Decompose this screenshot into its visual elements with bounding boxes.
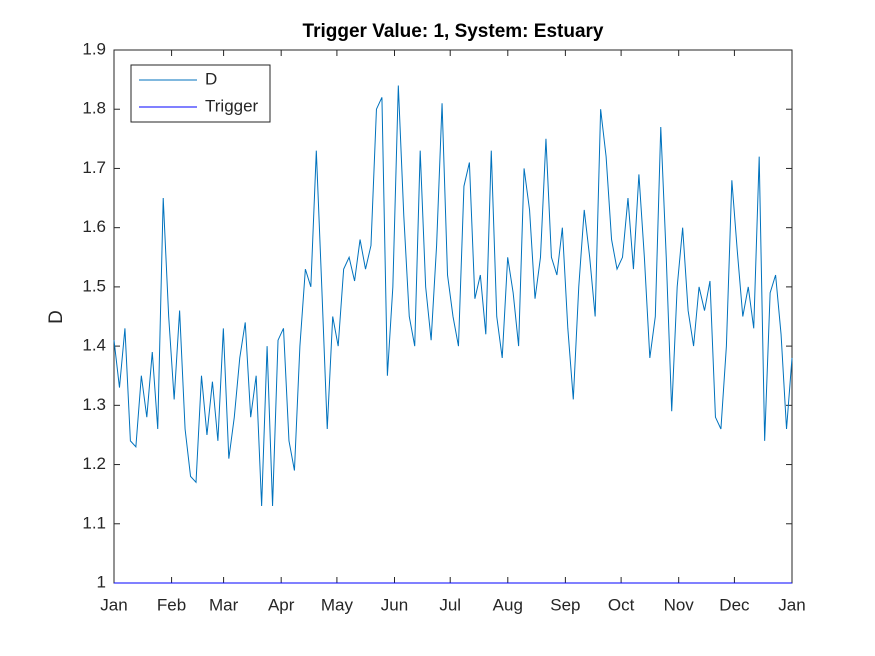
x-tick-label: Jan bbox=[100, 595, 127, 614]
x-tick-label: Mar bbox=[209, 595, 239, 614]
x-tick-label: Apr bbox=[268, 595, 295, 614]
y-axis-label: D bbox=[46, 310, 67, 324]
x-tick-label: Dec bbox=[719, 595, 750, 614]
y-tick-label: 1.6 bbox=[82, 217, 106, 236]
y-tick-label: 1.5 bbox=[82, 276, 106, 295]
x-tick-label: Jul bbox=[439, 595, 461, 614]
y-tick-label: 1.7 bbox=[82, 158, 106, 177]
x-tick-label: Jun bbox=[381, 595, 408, 614]
x-tick-label: Sep bbox=[550, 595, 580, 614]
legend-label: D bbox=[205, 69, 217, 88]
x-tick-label: Nov bbox=[664, 595, 695, 614]
y-tick-label: 1.4 bbox=[82, 336, 106, 355]
y-tick-label: 1.1 bbox=[82, 513, 106, 532]
chart-title: Trigger Value: 1, System: Estuary bbox=[303, 21, 604, 42]
legend-box bbox=[130, 64, 271, 123]
y-tick-label: 1.8 bbox=[82, 99, 106, 118]
x-tick-label: Oct bbox=[608, 595, 635, 614]
x-tick-label: May bbox=[321, 595, 354, 614]
legend-label: Trigger bbox=[205, 96, 259, 115]
y-tick-label: 1.9 bbox=[82, 39, 106, 58]
y-tick-label: 1 bbox=[97, 572, 106, 591]
y-tick-label: 1.2 bbox=[82, 454, 106, 473]
x-tick-label: Feb bbox=[157, 595, 186, 614]
data-line bbox=[113, 85, 793, 507]
x-tick-label: Aug bbox=[493, 595, 523, 614]
x-tick-label: Jan bbox=[778, 595, 805, 614]
y-tick-label: 1.3 bbox=[82, 395, 106, 414]
